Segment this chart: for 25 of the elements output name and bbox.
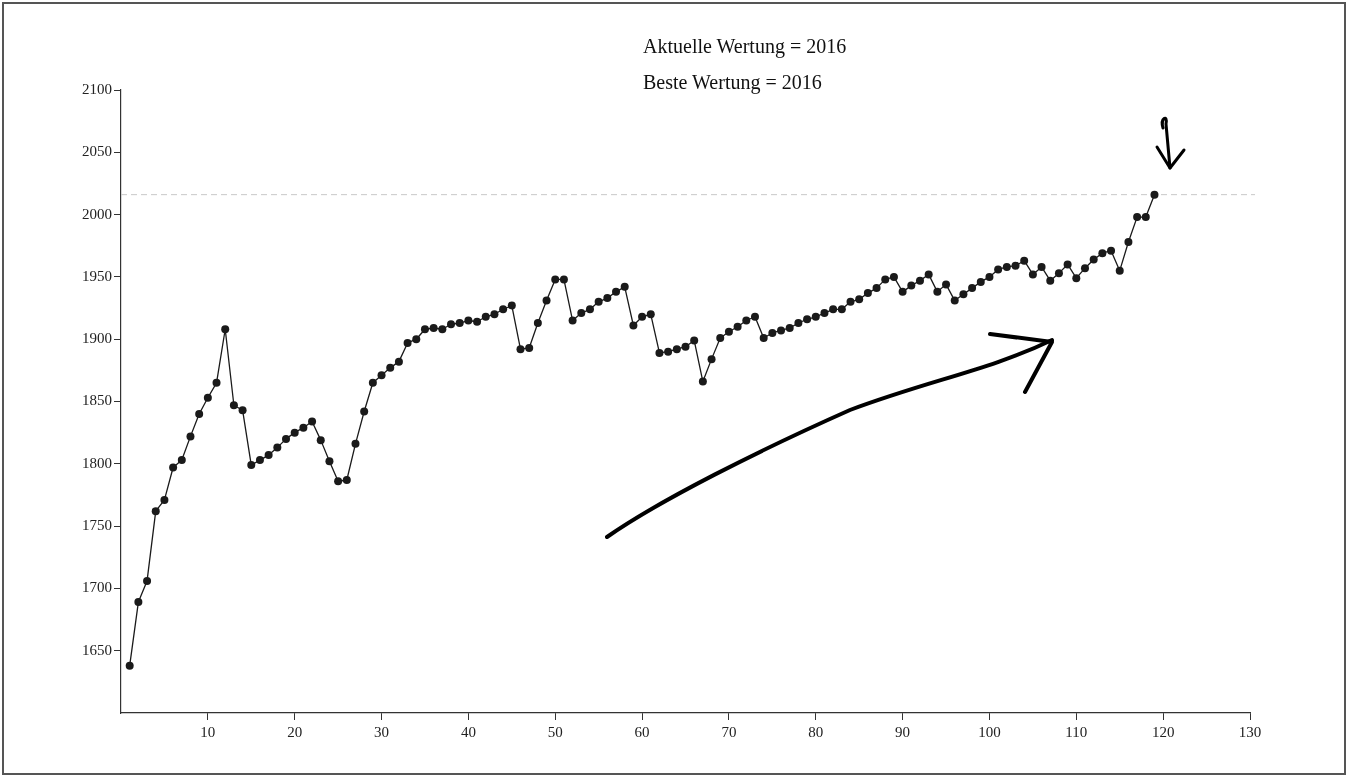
x-tick-label: 20 bbox=[287, 723, 303, 740]
x-tick-label: 120 bbox=[1151, 723, 1175, 740]
y-tick-label: 2100 bbox=[82, 80, 112, 97]
y-tick-label: 1900 bbox=[82, 330, 112, 347]
text: Aktuelle Wertung = 2016 bbox=[643, 34, 847, 60]
y-tick-label: 2050 bbox=[82, 143, 112, 160]
x-tick-label: 110 bbox=[1065, 723, 1088, 740]
y-tick-label: 2000 bbox=[82, 205, 112, 222]
x-tick-label: 100 bbox=[978, 723, 1001, 740]
y-tick-label: 1950 bbox=[82, 267, 112, 284]
x-tick-label: 40 bbox=[460, 723, 476, 740]
y-tick-label: 1800 bbox=[82, 454, 112, 471]
x-tick-label: 70 bbox=[721, 723, 737, 740]
annotation: Beste Wertung = 2016 bbox=[643, 70, 823, 96]
x-tick-label: 80 bbox=[808, 723, 824, 740]
x-tick-label: 10 bbox=[200, 723, 216, 740]
y-tick-label: 1850 bbox=[82, 392, 112, 409]
y-tick-label: 1700 bbox=[82, 579, 112, 596]
y-tick-label: 1750 bbox=[82, 517, 112, 534]
x-tick-label: 60 bbox=[634, 723, 650, 740]
x-tick-label: 90 bbox=[895, 723, 911, 740]
x-tick-label: 30 bbox=[374, 723, 390, 740]
x-tick-label: 50 bbox=[547, 723, 563, 740]
x-tick-label: 130 bbox=[1238, 723, 1262, 740]
y-tick-label: 1650 bbox=[82, 641, 112, 658]
